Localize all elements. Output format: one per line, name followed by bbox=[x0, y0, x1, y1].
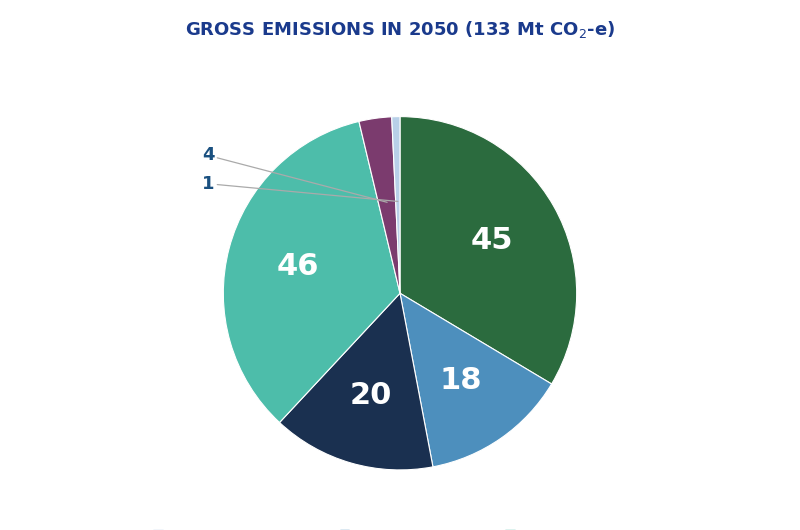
Text: 18: 18 bbox=[439, 366, 482, 395]
Text: 4: 4 bbox=[202, 146, 387, 202]
Text: 1: 1 bbox=[202, 175, 398, 201]
Text: GROSS EMISSIONS IN 2050 (133 Mt CO$_2$-e): GROSS EMISSIONS IN 2050 (133 Mt CO$_2$-e… bbox=[185, 19, 615, 40]
Wedge shape bbox=[400, 293, 551, 467]
Wedge shape bbox=[392, 117, 400, 293]
Text: 45: 45 bbox=[471, 226, 514, 255]
Text: 46: 46 bbox=[276, 252, 318, 281]
Wedge shape bbox=[400, 117, 577, 384]
Wedge shape bbox=[223, 121, 400, 422]
Text: 20: 20 bbox=[350, 381, 392, 410]
Legend: ELECTRICITY AND ENERGY, AGRICULTURE, TRANSPORT, INDUSTRY AND WASTE, RESOURCES, B: ELECTRICITY AND ENERGY, AGRICULTURE, TRA… bbox=[149, 526, 651, 530]
Wedge shape bbox=[359, 117, 400, 293]
Wedge shape bbox=[279, 293, 433, 470]
